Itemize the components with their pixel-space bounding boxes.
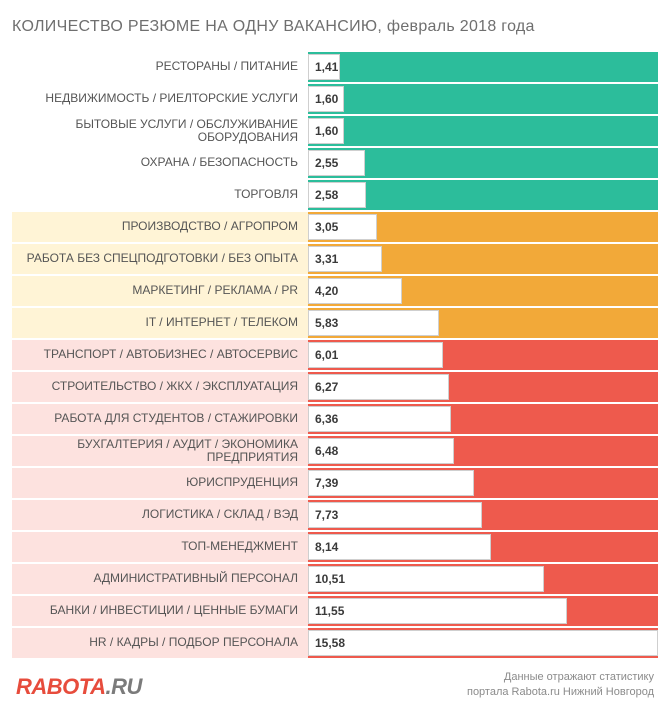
row-label: ЮРИСПРУДЕНЦИЯ xyxy=(12,468,308,498)
chart-row: НЕДВИЖИМОСТЬ / РИЕЛТОРСКИЕ УСЛУГИ1,60 xyxy=(12,84,658,114)
bar-cell: 1,60 xyxy=(308,116,658,146)
bar-cell: 6,27 xyxy=(308,372,658,402)
bar-background xyxy=(308,52,658,82)
chart-row: ПРОИЗВОДСТВО / АГРОПРОМ3,05 xyxy=(12,212,658,242)
chart-row: АДМИНИСТРАТИВНЫЙ ПЕРСОНАЛ10,51 xyxy=(12,564,658,594)
bar-cell: 15,58 xyxy=(308,628,658,658)
chart-row: HR / КАДРЫ / ПОДБОР ПЕРСОНАЛА15,58 xyxy=(12,628,658,658)
row-label: IT / ИНТЕРНЕТ / ТЕЛЕКОМ xyxy=(12,308,308,338)
source-line-1: Данные отражают статистику xyxy=(467,670,654,685)
chart-row: МАРКЕТИНГ / РЕКЛАМА / PR4,20 xyxy=(12,276,658,306)
bar-value: 2,58 xyxy=(308,182,366,208)
bar-value: 1,60 xyxy=(308,118,344,144)
bar-value: 11,55 xyxy=(308,598,567,624)
chart-container: КОЛИЧЕСТВО РЕЗЮМЕ НА ОДНУ ВАКАНСИЮ, февр… xyxy=(0,0,670,710)
row-label: БЫТОВЫЕ УСЛУГИ / ОБСЛУЖИВАНИЕ ОБОРУДОВАН… xyxy=(12,116,308,146)
source-line-2: портала Rabota.ru Нижний Новгород xyxy=(467,685,654,700)
chart-row: БАНКИ / ИНВЕСТИЦИИ / ЦЕННЫЕ БУМАГИ11,55 xyxy=(12,596,658,626)
bar-cell: 11,55 xyxy=(308,596,658,626)
row-label: БУХГАЛТЕРИЯ / АУДИТ / ЭКОНОМИКА ПРЕДПРИЯ… xyxy=(12,436,308,466)
row-label: БАНКИ / ИНВЕСТИЦИИ / ЦЕННЫЕ БУМАГИ xyxy=(12,596,308,626)
row-label: ЛОГИСТИКА / СКЛАД / ВЭД xyxy=(12,500,308,530)
chart-row: РАБОТА БЕЗ СПЕЦПОДГОТОВКИ / БЕЗ ОПЫТА3,3… xyxy=(12,244,658,274)
bar-value: 7,39 xyxy=(308,470,474,496)
chart-row: ЮРИСПРУДЕНЦИЯ7,39 xyxy=(12,468,658,498)
logo-text-suffix: .RU xyxy=(105,674,141,699)
chart-row: ТОРГОВЛЯ2,58 xyxy=(12,180,658,210)
bar-cell: 6,01 xyxy=(308,340,658,370)
bar-value: 5,83 xyxy=(308,310,439,336)
row-label: РЕСТОРАНЫ / ПИТАНИЕ xyxy=(12,52,308,82)
bar-value: 2,55 xyxy=(308,150,365,176)
bar-background xyxy=(308,116,658,146)
footer: RABOTA.RU Данные отражают статистику пор… xyxy=(12,660,658,700)
row-label: ОХРАНА / БЕЗОПАСНОСТЬ xyxy=(12,148,308,178)
bar-value: 8,14 xyxy=(308,534,491,560)
chart-row: ОХРАНА / БЕЗОПАСНОСТЬ2,55 xyxy=(12,148,658,178)
row-label: НЕДВИЖИМОСТЬ / РИЕЛТОРСКИЕ УСЛУГИ xyxy=(12,84,308,114)
bar-cell: 2,55 xyxy=(308,148,658,178)
bar-value: 6,36 xyxy=(308,406,451,432)
chart-row: РЕСТОРАНЫ / ПИТАНИЕ1,41 xyxy=(12,52,658,82)
row-label: ПРОИЗВОДСТВО / АГРОПРОМ xyxy=(12,212,308,242)
bar-cell: 10,51 xyxy=(308,564,658,594)
chart-row: БУХГАЛТЕРИЯ / АУДИТ / ЭКОНОМИКА ПРЕДПРИЯ… xyxy=(12,436,658,466)
bar-value: 7,73 xyxy=(308,502,482,528)
chart-row: БЫТОВЫЕ УСЛУГИ / ОБСЛУЖИВАНИЕ ОБОРУДОВАН… xyxy=(12,116,658,146)
chart-title: КОЛИЧЕСТВО РЕЗЮМЕ НА ОДНУ ВАКАНСИЮ, февр… xyxy=(12,18,658,36)
row-label: РАБОТА ДЛЯ СТУДЕНТОВ / СТАЖИРОВКИ xyxy=(12,404,308,434)
row-label: АДМИНИСТРАТИВНЫЙ ПЕРСОНАЛ xyxy=(12,564,308,594)
bar-cell: 3,31 xyxy=(308,244,658,274)
bar-cell: 7,73 xyxy=(308,500,658,530)
bar-cell: 8,14 xyxy=(308,532,658,562)
chart-row: СТРОИТЕЛЬСТВО / ЖКХ / ЭКСПЛУАТАЦИЯ6,27 xyxy=(12,372,658,402)
chart-row: ЛОГИСТИКА / СКЛАД / ВЭД7,73 xyxy=(12,500,658,530)
bar-cell: 4,20 xyxy=(308,276,658,306)
row-label: РАБОТА БЕЗ СПЕЦПОДГОТОВКИ / БЕЗ ОПЫТА xyxy=(12,244,308,274)
bar-value: 10,51 xyxy=(308,566,544,592)
bar-cell: 5,83 xyxy=(308,308,658,338)
bar-cell: 6,48 xyxy=(308,436,658,466)
bar-cell: 7,39 xyxy=(308,468,658,498)
bar-value: 1,41 xyxy=(308,54,340,80)
bar-cell: 6,36 xyxy=(308,404,658,434)
logo: RABOTA.RU xyxy=(16,674,142,700)
bar-value: 6,01 xyxy=(308,342,443,368)
chart-row: ТОП-МЕНЕДЖМЕНТ8,14 xyxy=(12,532,658,562)
row-label: ТОП-МЕНЕДЖМЕНТ xyxy=(12,532,308,562)
bar-cell: 3,05 xyxy=(308,212,658,242)
bar-cell: 1,60 xyxy=(308,84,658,114)
chart-row: ТРАНСПОРТ / АВТОБИЗНЕС / АВТОСЕРВИС6,01 xyxy=(12,340,658,370)
row-label: HR / КАДРЫ / ПОДБОР ПЕРСОНАЛА xyxy=(12,628,308,658)
bar-value: 3,05 xyxy=(308,214,377,240)
source-text: Данные отражают статистику портала Rabot… xyxy=(467,670,654,700)
bar-value: 3,31 xyxy=(308,246,382,272)
bar-value: 15,58 xyxy=(308,630,658,656)
logo-text-main: RABOTA xyxy=(16,674,105,699)
row-label: ТРАНСПОРТ / АВТОБИЗНЕС / АВТОСЕРВИС xyxy=(12,340,308,370)
row-label: МАРКЕТИНГ / РЕКЛАМА / PR xyxy=(12,276,308,306)
bar-cell: 2,58 xyxy=(308,180,658,210)
bar-value: 1,60 xyxy=(308,86,344,112)
chart-rows: РЕСТОРАНЫ / ПИТАНИЕ1,41НЕДВИЖИМОСТЬ / РИ… xyxy=(12,52,658,658)
chart-row: IT / ИНТЕРНЕТ / ТЕЛЕКОМ5,83 xyxy=(12,308,658,338)
bar-value: 6,27 xyxy=(308,374,449,400)
bar-cell: 1,41 xyxy=(308,52,658,82)
row-label: СТРОИТЕЛЬСТВО / ЖКХ / ЭКСПЛУАТАЦИЯ xyxy=(12,372,308,402)
bar-background xyxy=(308,84,658,114)
bar-value: 6,48 xyxy=(308,438,454,464)
chart-row: РАБОТА ДЛЯ СТУДЕНТОВ / СТАЖИРОВКИ6,36 xyxy=(12,404,658,434)
bar-value: 4,20 xyxy=(308,278,402,304)
row-label: ТОРГОВЛЯ xyxy=(12,180,308,210)
